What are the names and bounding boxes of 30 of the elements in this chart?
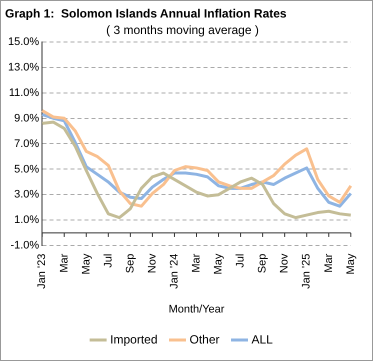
legend-label: Imported bbox=[110, 332, 158, 346]
x-tick-label: May bbox=[212, 253, 225, 274]
x-tick-label: Mar bbox=[58, 253, 70, 273]
x-tick-label: Mar bbox=[322, 253, 335, 273]
x-tick-label: May bbox=[344, 253, 357, 274]
y-tick-label: 7.0% bbox=[14, 138, 40, 150]
chart-subtitle: ( 3 months moving average ) bbox=[106, 22, 259, 37]
x-tick-label: Nov bbox=[278, 253, 291, 274]
y-tick-label: 15.0% bbox=[8, 36, 40, 48]
x-tick-label: Nov bbox=[146, 253, 158, 274]
x-tick-label: Jul bbox=[234, 254, 247, 268]
y-tick-label: 1.0% bbox=[14, 214, 40, 226]
x-tick-label: Jan '23 bbox=[36, 254, 48, 289]
y-tick-label: 9.0% bbox=[14, 112, 40, 124]
x-tick-label: Jan '25 bbox=[300, 254, 313, 289]
legend-label: Other bbox=[189, 332, 220, 346]
legend-label: ALL bbox=[252, 332, 274, 346]
y-tick-label: 13.0% bbox=[8, 61, 40, 74]
y-tick-label: 11.0% bbox=[8, 86, 40, 99]
x-tick-label: Sep bbox=[256, 254, 269, 274]
y-tick-label: -1.0% bbox=[10, 240, 40, 252]
x-axis-title: Month/Year bbox=[168, 303, 225, 316]
chart-title: Graph 1: Solomon Islands Annual Inflation Rates bbox=[5, 6, 287, 21]
x-tick-label: Jul bbox=[102, 254, 114, 268]
x-tick-label: May bbox=[80, 253, 92, 274]
x-tick-label: Mar bbox=[190, 253, 203, 273]
y-tick-label: 3.0% bbox=[14, 188, 40, 201]
x-tick-label: Sep bbox=[124, 254, 136, 274]
y-tick-label: 5.0% bbox=[14, 163, 40, 176]
x-tick-label: Jan '24 bbox=[168, 254, 180, 289]
